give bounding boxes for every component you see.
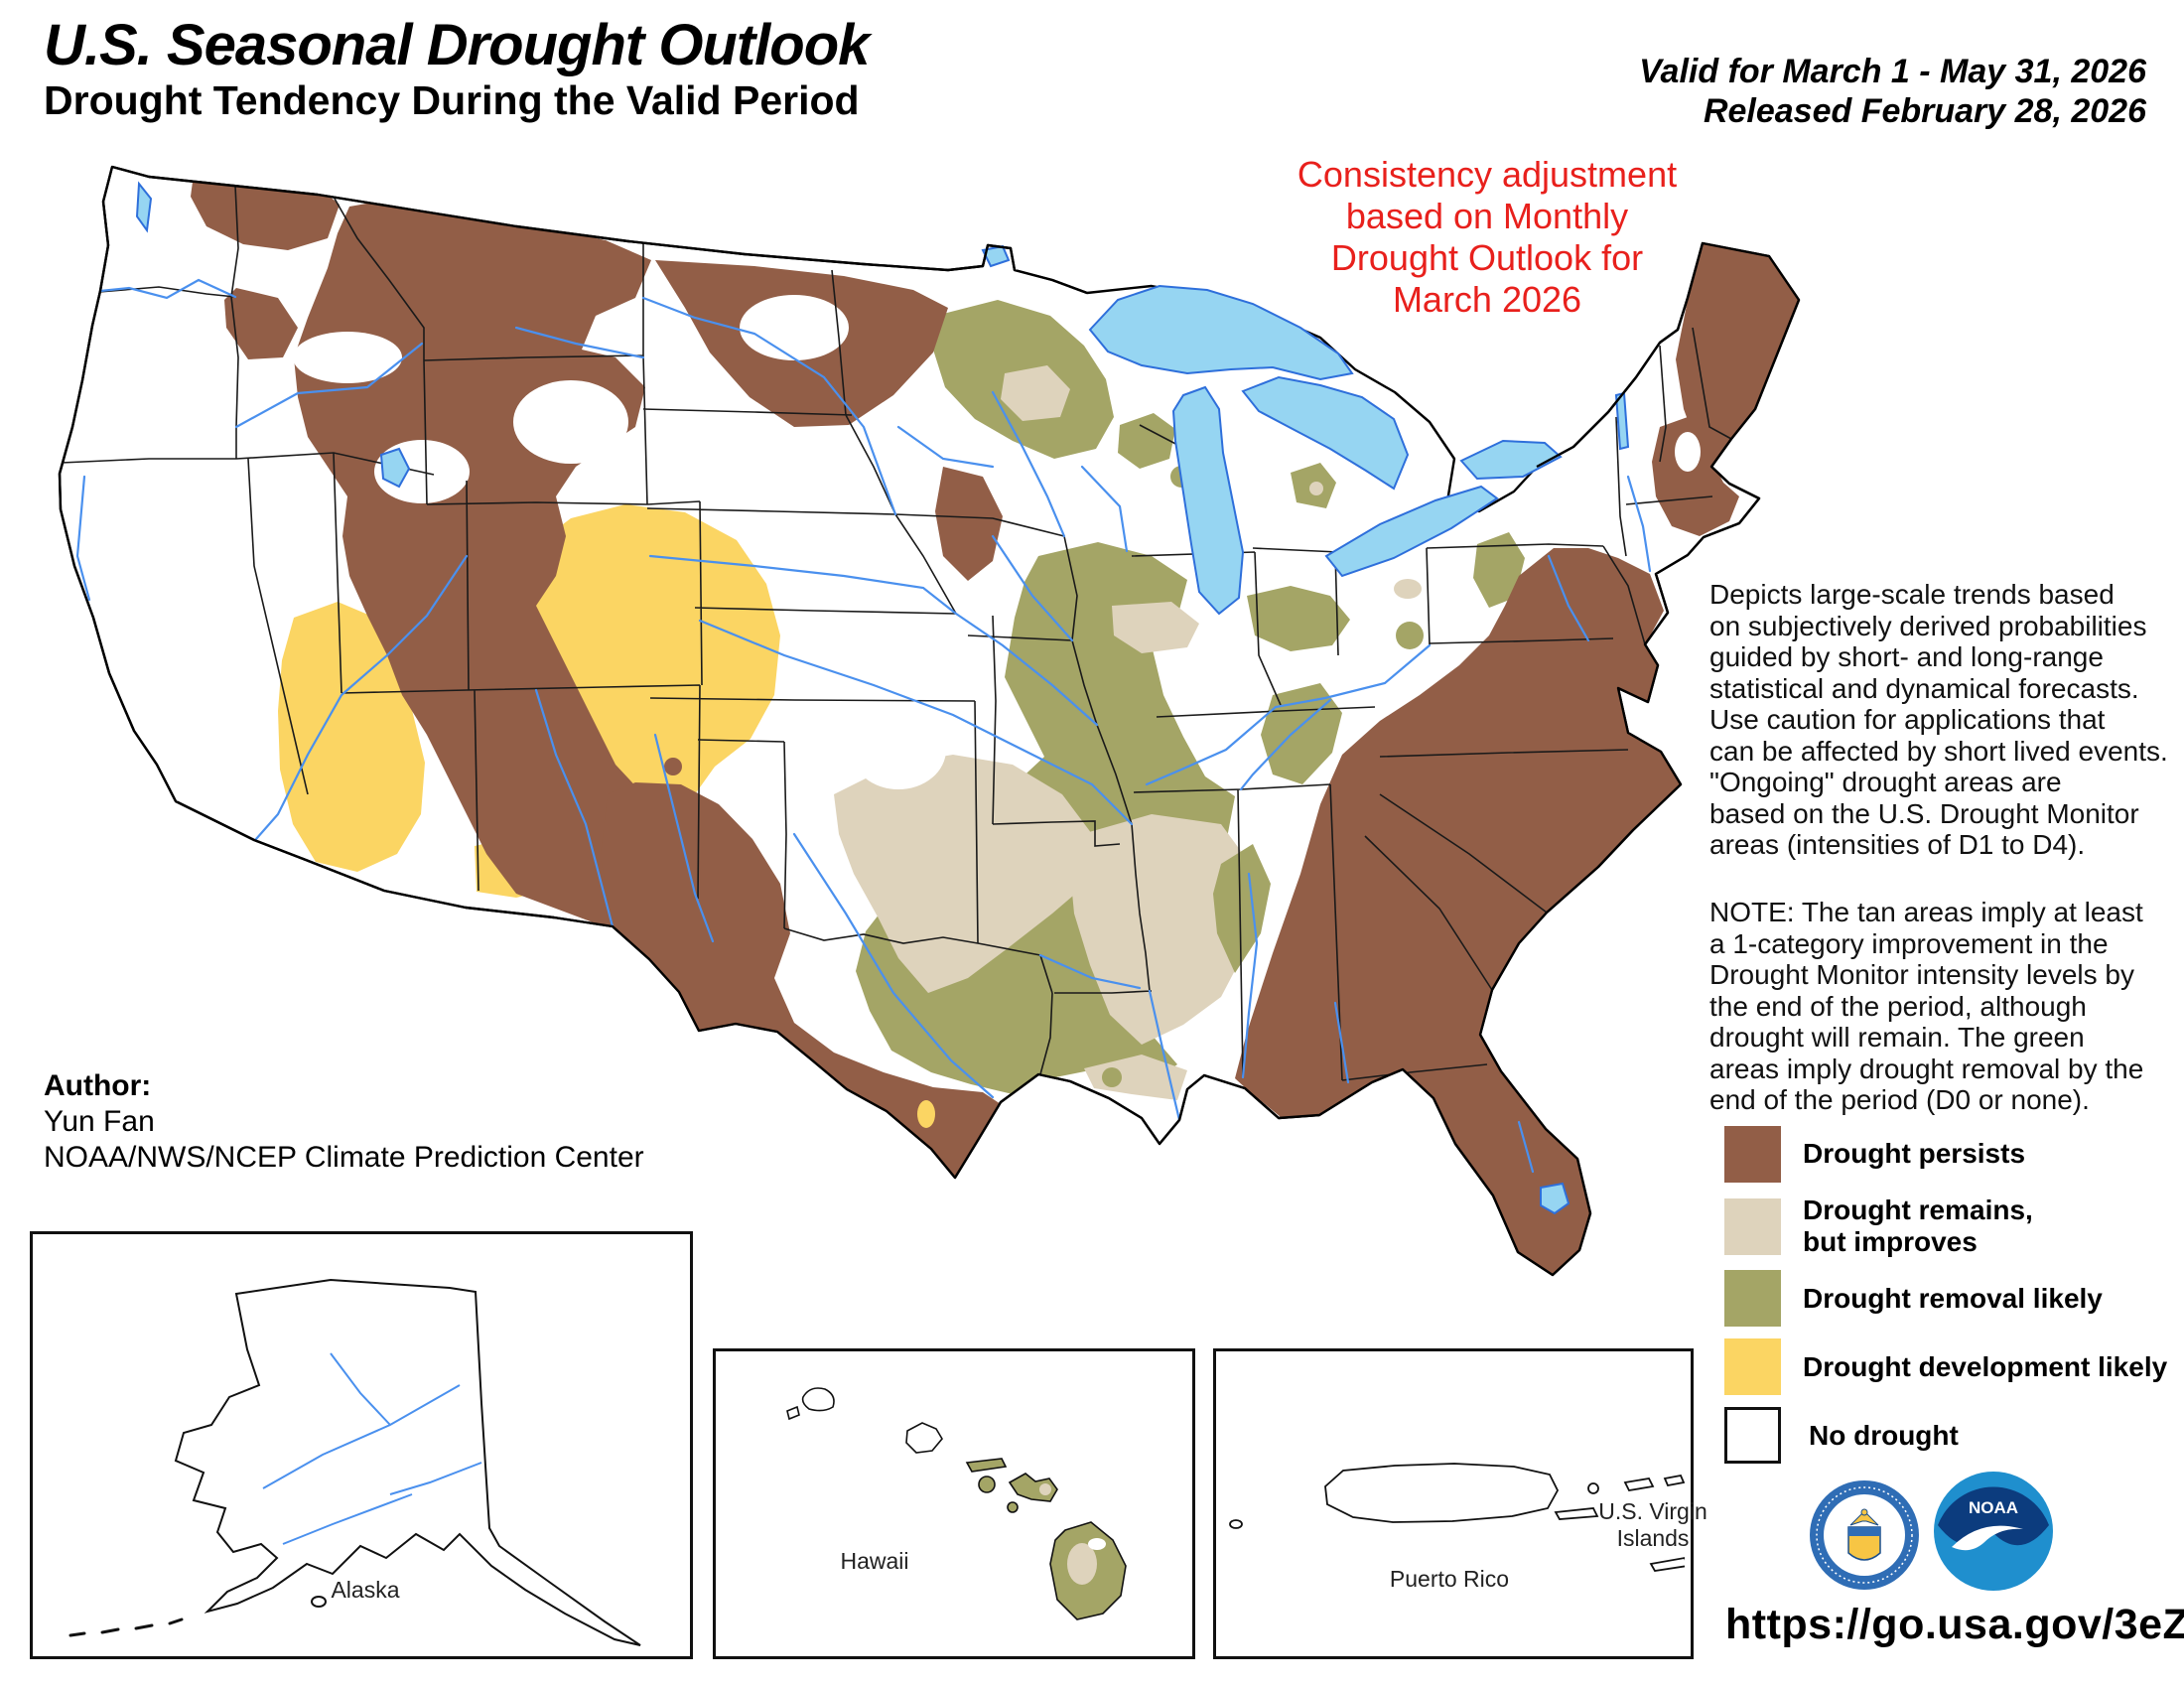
legend-swatch-tan — [1724, 1197, 1781, 1255]
great-lakes — [135, 181, 1630, 1215]
legend-label: Drought removal likely — [1803, 1282, 2103, 1314]
page-subtitle: Drought Tendency During the Valid Period — [44, 77, 860, 123]
legend-item-drought-development: Drought development likely — [1724, 1338, 2168, 1396]
page-title: U.S. Seasonal Drought Outlook — [44, 13, 870, 77]
valid-period: Valid for March 1 - May 31, 2026 — [1639, 53, 2146, 90]
author-name: Yun Fan — [44, 1105, 155, 1138]
inset-hawaii: Hawaii — [713, 1348, 1195, 1659]
us-coastline — [58, 165, 1801, 1277]
alaska-label: Alaska — [331, 1577, 400, 1603]
rivers — [75, 278, 1652, 1174]
hawaii-label: Hawaii — [840, 1548, 909, 1574]
valid-period-block: Valid for March 1 - May 31, 2026 Release… — [1639, 52, 2146, 131]
legend-swatch-white — [1724, 1407, 1781, 1465]
legend-item-drought-removal: Drought removal likely — [1724, 1270, 2167, 1328]
legend-label: Drought remains, but improves — [1803, 1195, 2033, 1258]
author-heading: Author: — [44, 1069, 152, 1102]
region-drought-removal-overlay — [1102, 844, 1271, 1087]
info-url: https://go.usa.gov/3eZ73 — [1725, 1601, 2184, 1648]
map-description: Depicts large-scale trends based on subj… — [1709, 579, 2168, 860]
state-borders — [61, 185, 1732, 1081]
legend-swatch-brown — [1724, 1126, 1781, 1183]
release-date: Released February 28, 2026 — [1703, 92, 2146, 131]
legend-item-drought-persists: Drought persists — [1724, 1126, 2167, 1183]
drought-development-spot — [917, 1100, 935, 1128]
legend-swatch-yellow — [1724, 1338, 1781, 1396]
consistency-adjustment-note: Consistency adjustment based on Monthly … — [1297, 154, 1678, 320]
hawaii-map — [786, 1387, 1127, 1620]
commerce-seal-icon — [1810, 1480, 1919, 1590]
legend-item-no-drought: No drought — [1724, 1407, 2167, 1465]
map-note: NOTE: The tan areas imply at least a 1-c… — [1709, 897, 2144, 1115]
puerto-rico-map — [1229, 1463, 1685, 1572]
noaa-logo-text: NOAA — [1969, 1498, 2018, 1517]
legend-label: Drought persists — [1803, 1138, 2026, 1170]
puerto-rico-label: Puerto Rico — [1389, 1566, 1510, 1592]
author-block: Author: Yun Fan NOAA/NWS/NCEP Climate Pr… — [44, 1068, 644, 1176]
author-org: NOAA/NWS/NCEP Climate Prediction Center — [44, 1141, 644, 1174]
region-drought-improves — [834, 365, 1422, 1100]
virgin-islands-label: U.S. Virgin Islands — [1598, 1498, 1707, 1551]
legend-swatch-olive — [1724, 1270, 1781, 1328]
inset-alaska: Alaska — [30, 1231, 693, 1659]
alaska-map — [68, 1278, 641, 1646]
noaa-logo-icon: NOAA — [1934, 1472, 2053, 1591]
no-drought-gaps — [293, 295, 1701, 789]
legend-item-drought-improves: Drought remains, but improves — [1724, 1195, 2167, 1258]
legend-label: Drought development likely — [1803, 1350, 2168, 1382]
inset-puerto-rico: Puerto Rico U.S. Virgin Islands — [1213, 1348, 1707, 1659]
region-drought-persists — [191, 167, 1799, 1275]
legend: Drought persists Drought remains, but im… — [1724, 1126, 2168, 1465]
legend-label: No drought — [1809, 1419, 1959, 1451]
